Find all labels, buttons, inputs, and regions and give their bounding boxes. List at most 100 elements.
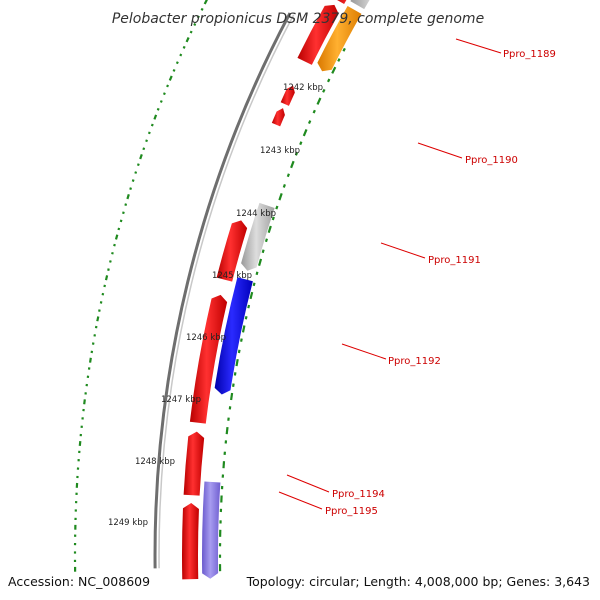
outer-tick [109,260,112,263]
outer-tick [96,316,100,322]
outer-tick [78,440,82,447]
outer-tick [119,219,123,223]
inner-tick [241,325,246,333]
outer-tick [111,251,114,255]
leader-line [380,242,426,259]
inner-tick [307,120,312,125]
inner-tick [316,97,322,105]
outer-tick [185,37,190,43]
outer-tick [182,45,186,49]
leader-line [278,491,323,510]
inner-tick [252,282,256,287]
genome-backbone [153,12,295,569]
gene-arrow-reverse-gray [241,202,275,271]
outer-tick [139,154,143,160]
gene-arrow-forward [182,503,199,580]
outer-tick [134,171,138,174]
gene-label-ppro-1195: Ppro_1195 [325,506,378,517]
leader-line [341,343,387,360]
inner-tick [322,88,326,93]
gene-label-ppro-1194: Ppro_1194 [332,489,385,500]
gene-arrow-forward [189,294,228,424]
outer-tick [126,193,130,200]
inner-tick [244,315,248,320]
gene-arrow-forward [337,0,347,5]
inner-tick [247,304,251,309]
outer-tick [179,53,183,57]
leader-line [417,142,463,159]
outer-tick [203,0,208,5]
inner-tick [264,238,268,243]
scale-ticks [73,0,346,572]
outer-tick [124,203,128,207]
outer-tick [103,284,106,288]
gene-arrow-forward [297,4,339,65]
inner-tick [222,461,226,469]
inner-tick [331,66,337,74]
outer-tick [172,68,176,72]
scale-label-1242: 1242 kbp [283,83,323,93]
gene-arrow-forward [216,220,248,282]
scale-label-1245: 1245 kbp [212,271,252,281]
gene-label-ppro-1191: Ppro_1191 [428,255,481,266]
outer-tick [129,187,132,191]
label-leader-lines [278,38,502,510]
leader-line [286,474,330,493]
inner-tick [230,392,234,401]
inner-tick [225,426,229,435]
outer-tick [107,268,110,271]
scale-labels: 1242 kbp 1243 kbp 1244 kbp 1245 kbp 1246… [108,83,323,528]
scale-label-1249: 1249 kbp [108,518,148,528]
inner-tick [261,249,265,254]
inner-tick [312,109,316,114]
gene-features [182,0,370,580]
inner-tick [278,193,283,201]
gene-label-ppro-1192: Ppro_1192 [388,356,441,367]
outer-tick [147,131,151,135]
outer-tick [166,84,170,88]
outer-tick [200,7,204,11]
gene-arrow-reverse-orange [317,5,362,72]
outer-tick [162,92,166,96]
outer-tick [117,227,121,231]
inner-tick [232,383,235,387]
inner-tick [282,184,286,188]
gene-arrow-forward-small [271,108,285,127]
inner-tick [327,78,331,83]
outer-tick [101,292,105,296]
outer-tick [83,399,86,405]
outer-tick [145,139,148,143]
inner-tick [271,216,275,221]
inner-tick [240,338,243,342]
inner-tick [267,225,272,234]
outer-tick [175,61,179,65]
outer-tick [196,15,200,19]
scale-label-1246: 1246 kbp [186,333,226,343]
inner-tick [235,359,239,367]
inner-tick [299,141,303,146]
inner-tick [302,128,308,137]
outer-tick [104,275,109,281]
gene-arrow-reverse-blue [214,277,253,395]
accession-text: Accession: NC_008609 [8,574,150,589]
scale-label-1247: 1247 kbp [161,395,201,405]
backbone-line-outer [153,12,292,569]
outer-tick [153,114,158,120]
outer-tick [150,123,154,127]
inner-tick [342,47,346,52]
outer-tick [89,357,92,363]
scale-label-1248: 1248 kbp [135,457,175,467]
outer-tick [189,30,193,34]
outer-tick [168,75,173,81]
inner-tick [255,271,259,276]
outer-tick [142,147,146,151]
inner-tick [290,160,295,169]
gene-arrow-reverse-lavender [202,481,221,579]
outer-tick [159,100,163,103]
outer-tick [131,179,135,182]
backbone-line-inner [158,14,295,569]
leader-line [455,38,502,54]
scale-label-1244: 1244 kbp [236,209,276,219]
outer-tick [122,211,125,215]
